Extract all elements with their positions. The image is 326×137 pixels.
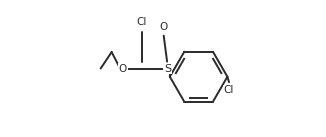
Text: Cl: Cl	[224, 85, 234, 95]
Text: Cl: Cl	[137, 17, 147, 27]
Text: O: O	[118, 64, 127, 73]
Text: O: O	[159, 22, 168, 32]
Text: S: S	[164, 64, 171, 73]
